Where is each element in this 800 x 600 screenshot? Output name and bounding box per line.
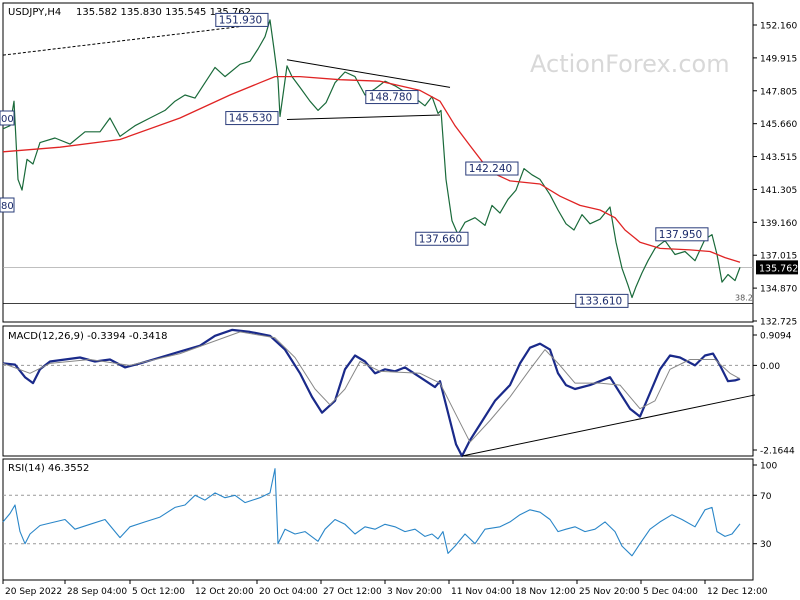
price-panel-content: 152.160 149.915 147.805 145.660 143.515 141.3…	[0, 12, 798, 328]
time-axis-label: 11 Nov 04:00	[451, 587, 512, 597]
macd-axis-label: 0.9094	[760, 332, 792, 342]
price-annotation-label: 137.950	[659, 229, 702, 241]
price-axis-label: 134.870	[760, 285, 797, 295]
price-axis-label: 141.305	[760, 186, 797, 196]
time-axis: 20 Sep 2022 28 Sep 04:00 5 Oct 12:00 12 Oct…	[2, 580, 768, 597]
price-axis-label: 143.515	[760, 153, 797, 163]
time-axis-label: 12 Oct 20:00	[195, 587, 254, 597]
fib-level-label: 38.2	[735, 294, 753, 303]
time-axis-label: 25 Nov 20:00	[579, 587, 640, 597]
price-axis-label: 145.660	[760, 120, 797, 130]
macd-title: MACD(12,26,9) -0.3394 -0.3418	[8, 331, 168, 342]
price-axis-label: 152.160	[760, 22, 797, 32]
left-edge-label-box	[0, 197, 15, 213]
time-axis-label: 28 Sep 04:00	[67, 587, 127, 597]
price-annotation-label: 142.240	[469, 163, 512, 175]
rsi-panel-frame	[2, 458, 754, 581]
macd-panel: MACD(12,26,9) -0.3394 -0.3418 0.9094 0.00…	[2, 325, 795, 458]
rsi-axis-label: 70	[760, 492, 772, 502]
price-panel-frame	[2, 2, 754, 323]
price-annotation-label: 145.530	[229, 113, 272, 125]
left-edge-label: 00	[1, 114, 14, 125]
price-annotation-box	[225, 111, 279, 126]
series-rsi	[2, 468, 741, 557]
price-axis-label: 139.160	[760, 219, 797, 229]
current-price-box	[756, 260, 798, 275]
price-axis-label: 149.915	[760, 54, 797, 64]
price-annotation-box	[365, 90, 419, 105]
rsi-axis-label: 100	[760, 462, 777, 472]
series-signal	[2, 331, 741, 443]
macd-axis-label: -2.1644	[760, 447, 795, 457]
price-axis-label: 147.805	[760, 87, 797, 97]
price-annotation-box	[575, 293, 629, 308]
macd-panel-frame	[2, 325, 754, 457]
price-annotation-box	[215, 12, 269, 27]
macd-axis-label: 0.00	[760, 362, 780, 372]
time-axis-label: 20 Sep 2022	[5, 587, 62, 597]
price-trendline	[286, 114, 441, 121]
macd-panel-content: 0.9094 0.00 -2.1644	[2, 328, 795, 458]
price-annotation-label: 137.660	[419, 233, 462, 245]
ohlc-values: 135.582 135.830 135.545 135.762	[76, 7, 251, 18]
rsi-title: RSI(14) 46.3552	[8, 463, 89, 474]
price-axis-label: 137.015	[760, 252, 797, 262]
macd-trendline	[461, 394, 756, 457]
price-annotation-label: 133.610	[579, 295, 622, 307]
symbol-label: USDJPY,H4	[8, 7, 61, 18]
price-annotation-label: 151.930	[219, 14, 262, 26]
watermark: ActionForex.com	[530, 50, 730, 78]
time-axis-label: 18 Nov 12:00	[515, 587, 576, 597]
price-panel: ActionForex.com USDJPY,H4 135.582 135.83…	[0, 2, 798, 328]
price-annotation-box	[655, 227, 709, 242]
series-moving-average	[2, 75, 741, 263]
time-axis-label: 20 Oct 04:00	[259, 587, 318, 597]
price-annotation-label: 148.780	[369, 92, 412, 104]
time-axis-label: 27 Oct 12:00	[323, 587, 382, 597]
time-axis-label: 12 Dec 12:00	[707, 587, 768, 597]
price-trendline	[286, 59, 451, 88]
left-edge-label: 80	[1, 201, 14, 212]
rsi-panel-content: 100 70 30	[2, 462, 777, 557]
time-axis-label: 5 Oct 12:00	[132, 587, 185, 597]
time-axis-label: 5 Dec 04:00	[643, 587, 698, 597]
price-axis-label: 132.725	[760, 318, 797, 328]
price-annotation-box	[415, 231, 469, 246]
rsi-panel: RSI(14) 46.3552 100 70 30	[2, 458, 777, 581]
rsi-axis-label: 30	[760, 540, 772, 550]
current-price-label: 135.762	[759, 263, 798, 274]
time-axis-label: 3 Nov 20:00	[387, 587, 442, 597]
left-edge-label-box	[0, 110, 15, 126]
price-annotation-box	[465, 161, 519, 176]
